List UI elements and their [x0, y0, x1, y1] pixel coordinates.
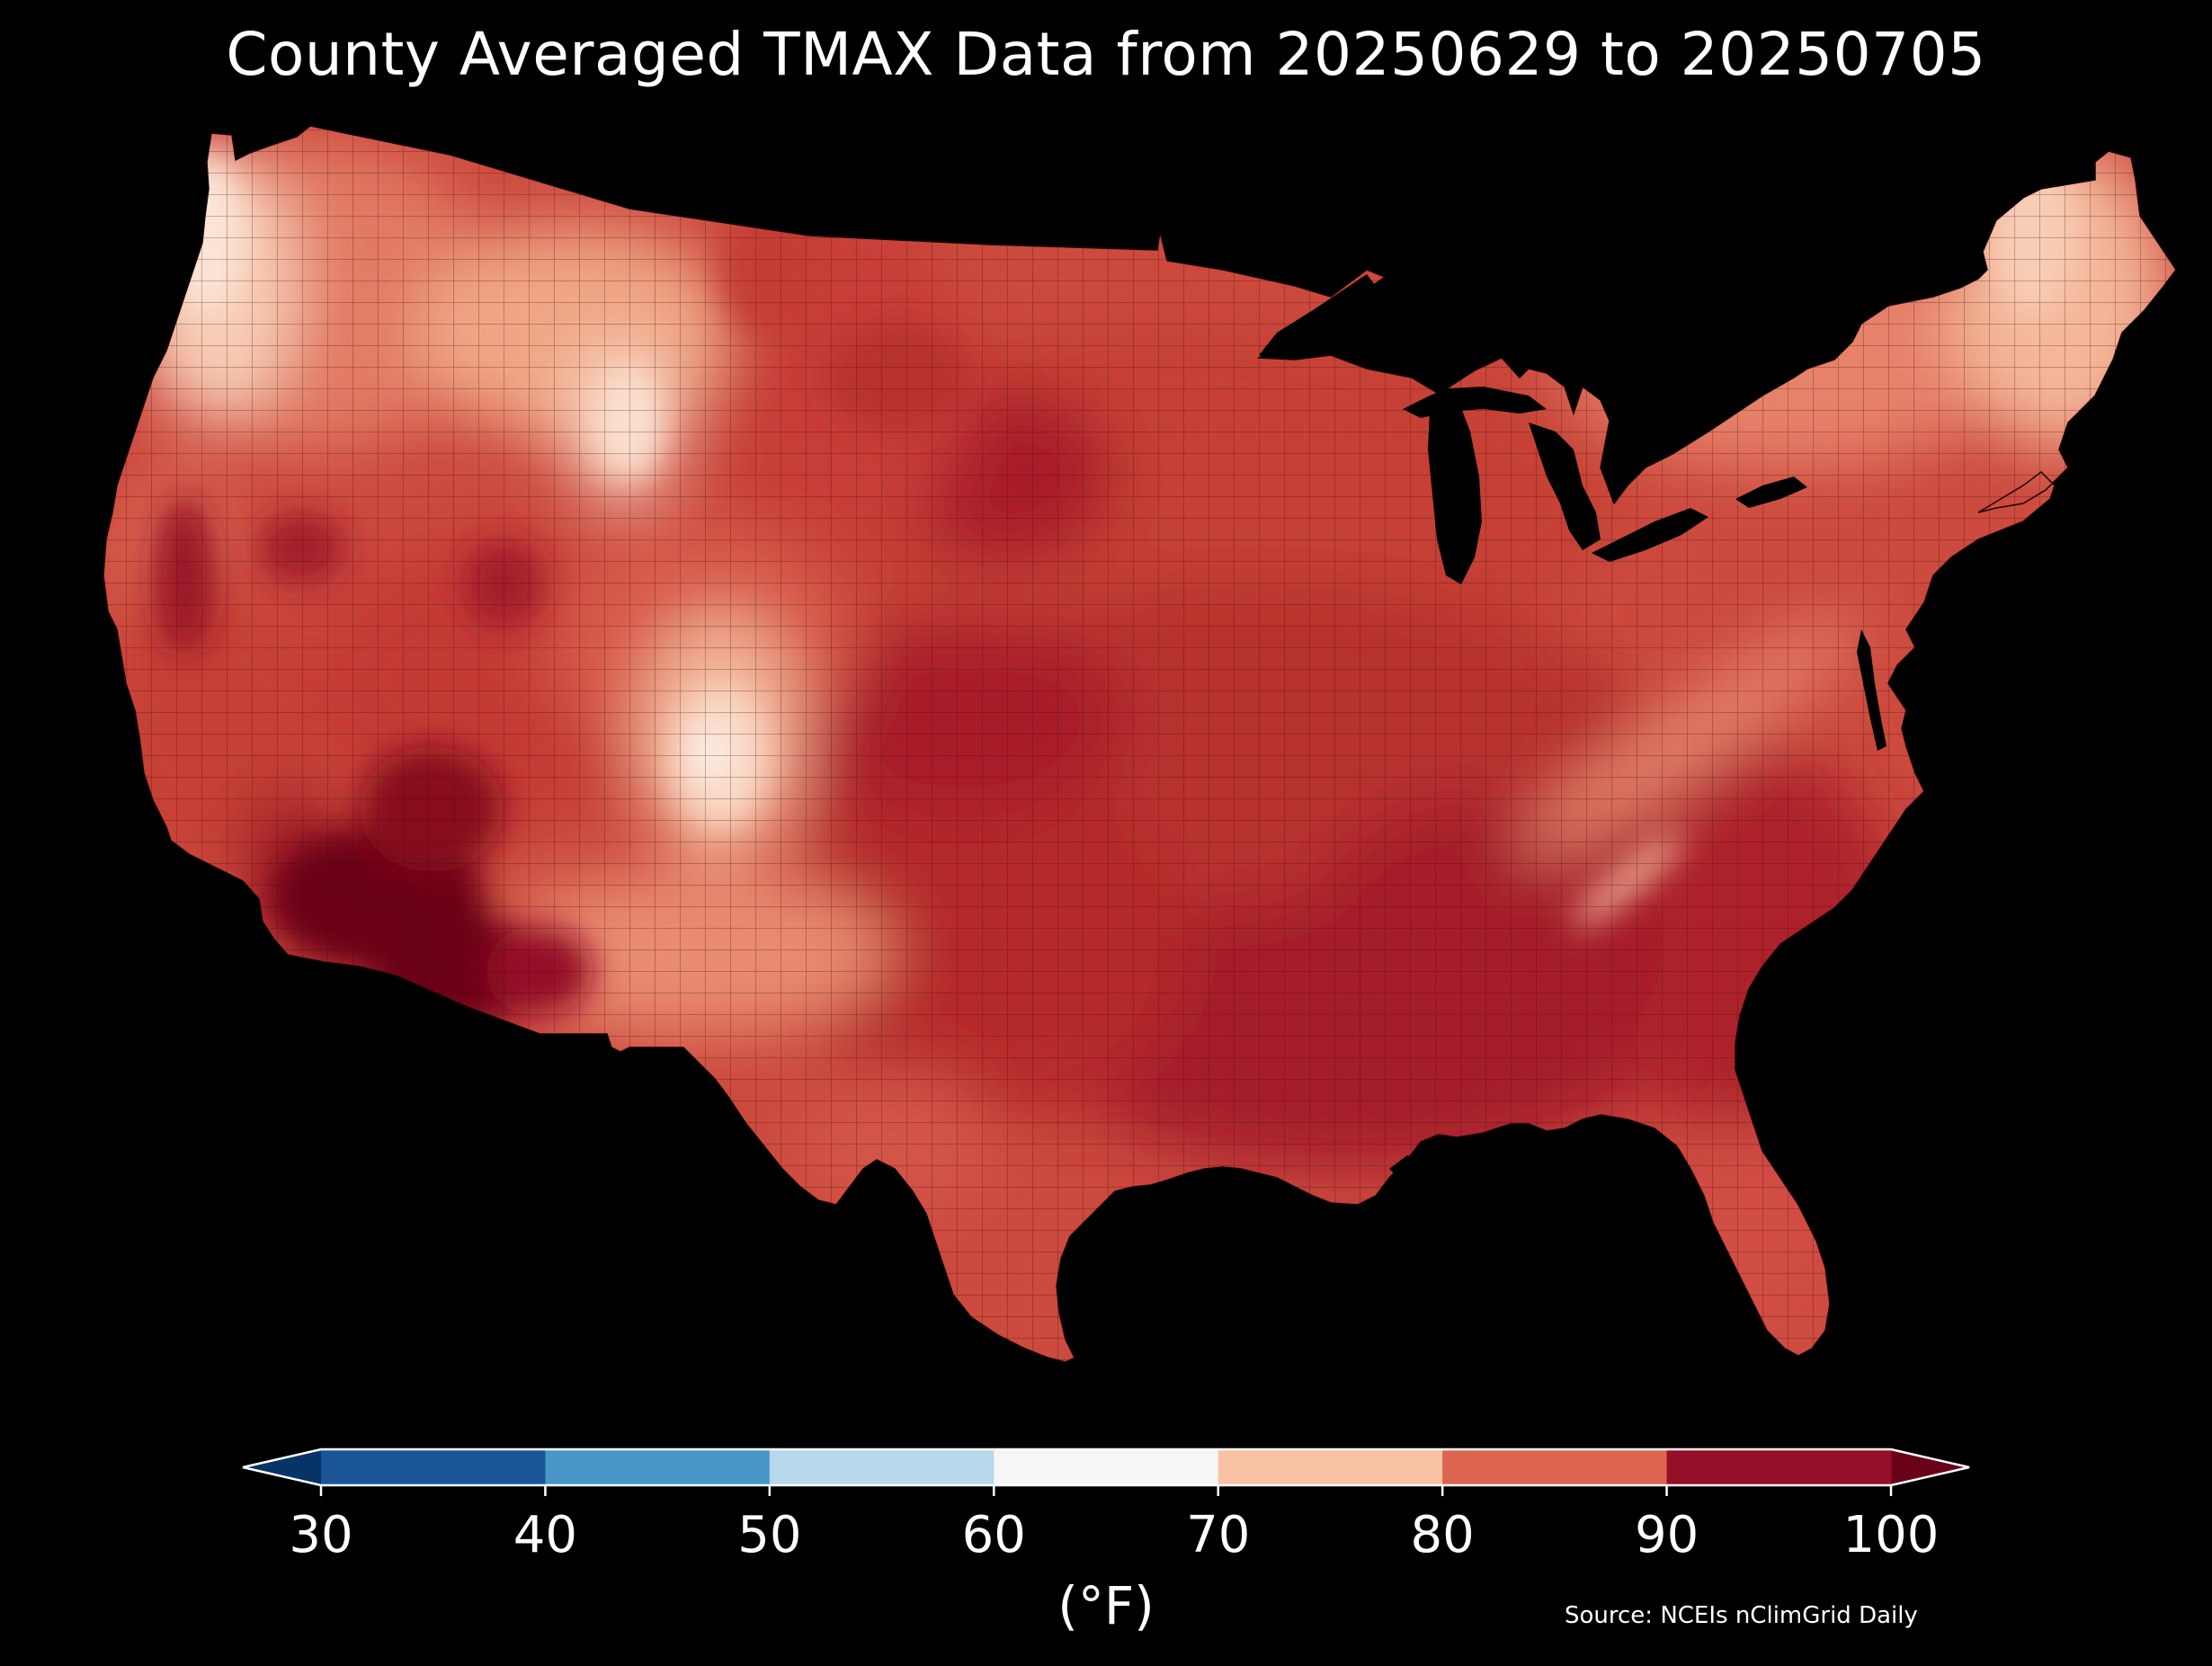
colorbar-under-extension	[243, 1449, 321, 1485]
colorbar-tick-label: 60	[962, 1506, 1026, 1564]
colorbar-tick-label: 90	[1635, 1506, 1699, 1564]
colorbar-bin-0	[321, 1449, 546, 1485]
colorbar-unit-label: (°F)	[1057, 1575, 1155, 1636]
gulf-coast-bays	[1389, 1155, 1430, 1182]
colorbar-over-extension	[1891, 1449, 1969, 1485]
colorbar-bin-5	[1442, 1449, 1668, 1485]
colorbar-bin-1	[545, 1449, 771, 1485]
colorbar-bin-4	[1217, 1449, 1443, 1485]
chesapeake-bay	[1857, 629, 1886, 751]
map-title: County Averaged TMAX Data from 20250629 …	[226, 20, 1986, 89]
colorbar-tick-label: 40	[513, 1506, 577, 1564]
colorbar-bin-6	[1666, 1449, 1892, 1485]
colorbar-tick-label: 100	[1843, 1506, 1940, 1564]
colorbar-bin-3	[994, 1449, 1219, 1485]
colorbar-tick-label: 70	[1186, 1506, 1250, 1564]
colorbar-tick-label: 50	[737, 1506, 801, 1564]
great-lakes	[1259, 274, 1807, 584]
colorbar-tick-label: 30	[289, 1506, 352, 1564]
source-credit: Source: NCEIs nClimGrid Daily	[1565, 1602, 1918, 1629]
colorbar-tick-label: 80	[1411, 1506, 1475, 1564]
colorbar-bin-2	[769, 1449, 995, 1485]
